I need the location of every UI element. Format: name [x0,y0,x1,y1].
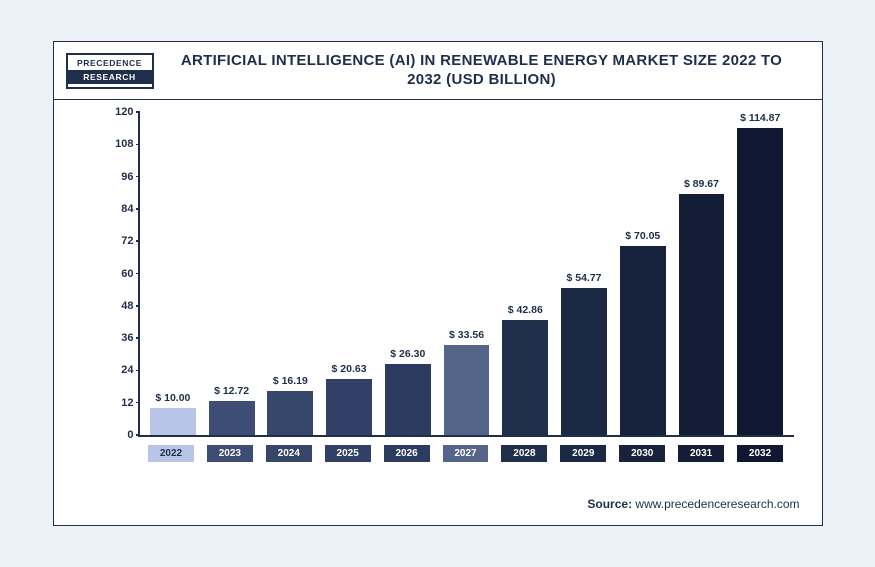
x-category-label: 2028 [501,445,547,462]
bar-value-label: $ 114.87 [740,112,780,124]
x-category-label: 2032 [737,445,783,462]
bar-column: $ 20.63 [320,112,379,435]
y-tick-mark [136,305,140,307]
bar-column: $ 26.30 [378,112,437,435]
bar [209,401,255,435]
x-category-label: 2029 [560,445,606,462]
y-tick-mark [136,337,140,339]
source-line: Source: www.precedenceresearch.com [587,497,799,511]
title-wrap: ARTIFICIAL INTELLIGENCE (AI) IN RENEWABL… [154,52,810,90]
header: PRECEDENCE RESEARCH ARTIFICIAL INTELLIGE… [54,42,822,100]
bars-container: $ 10.00 $ 12.72 $ 16.19 $ 20.63 $ 26.30 $ 33.… [140,112,794,435]
bar-value-label: $ 26.30 [390,348,425,360]
bar-column: $ 16.19 [261,112,320,435]
y-tick-mark [136,434,140,436]
chart-title: ARTIFICIAL INTELLIGENCE (AI) IN RENEWABL… [162,52,802,90]
x-category-label: 2026 [384,445,430,462]
bar [620,246,666,435]
chart-card: PRECEDENCE RESEARCH ARTIFICIAL INTELLIGE… [53,41,823,526]
logo-line2: RESEARCH [68,70,152,84]
x-category: 2025 [318,441,377,465]
brand-logo: PRECEDENCE RESEARCH [66,53,154,89]
bar-value-label: $ 54.77 [566,272,601,284]
x-category: 2024 [259,441,318,465]
x-category: 2030 [613,441,672,465]
x-category: 2023 [200,441,259,465]
bar-value-label: $ 12.72 [214,385,249,397]
bar [502,320,548,435]
bar-column: $ 70.05 [613,112,672,435]
bar [737,128,783,435]
bar-value-label: $ 20.63 [332,363,367,375]
chart-area: $ 10.00 $ 12.72 $ 16.19 $ 20.63 $ 26.30 $ 33.… [104,112,802,465]
y-tick-mark [136,111,140,113]
y-tick-mark [136,208,140,210]
x-axis: 2022 2023 2024 2025 2026 2027 2028 2029 2030 2031… [138,441,794,465]
x-category-label: 2024 [266,445,312,462]
x-category: 2028 [495,441,554,465]
bar-value-label: $ 16.19 [273,375,308,387]
bar-value-label: $ 42.86 [508,304,543,316]
x-category-label: 2022 [148,445,194,462]
bar-column: $ 114.87 [731,112,790,435]
bar-column: $ 54.77 [555,112,614,435]
x-category: 2027 [436,441,495,465]
bar-value-label: $ 33.56 [449,329,484,341]
source-value: www.precedenceresearch.com [635,497,799,511]
y-tick-mark [136,176,140,178]
bar [267,391,313,435]
x-category: 2031 [672,441,731,465]
bar-column: $ 42.86 [496,112,555,435]
bar-column: $ 33.56 [437,112,496,435]
x-category: 2026 [377,441,436,465]
x-category-label: 2031 [678,445,724,462]
x-category: 2032 [731,441,790,465]
y-tick-mark [136,144,140,146]
bar [326,379,372,435]
x-category-label: 2023 [207,445,253,462]
x-category: 2029 [554,441,613,465]
bar-value-label: $ 70.05 [625,230,660,242]
y-tick-mark [136,370,140,372]
y-tick-mark [136,273,140,275]
x-category-label: 2027 [443,445,489,462]
y-tick-mark [136,240,140,242]
bar-column: $ 89.67 [672,112,731,435]
bar [561,288,607,435]
bar-column: $ 12.72 [202,112,261,435]
source-label: Source: [587,497,632,511]
x-category-label: 2030 [619,445,665,462]
x-category-label: 2025 [325,445,371,462]
bar [679,194,725,435]
bar [150,408,196,435]
bar-value-label: $ 89.67 [684,178,719,190]
bar-column: $ 10.00 [144,112,203,435]
plot: $ 10.00 $ 12.72 $ 16.19 $ 20.63 $ 26.30 $ 33.… [138,112,794,437]
bar [444,345,490,435]
logo-line1: PRECEDENCE [77,57,142,69]
bar [385,364,431,435]
bar-value-label: $ 10.00 [155,392,190,404]
x-category: 2022 [142,441,201,465]
y-tick-mark [136,402,140,404]
